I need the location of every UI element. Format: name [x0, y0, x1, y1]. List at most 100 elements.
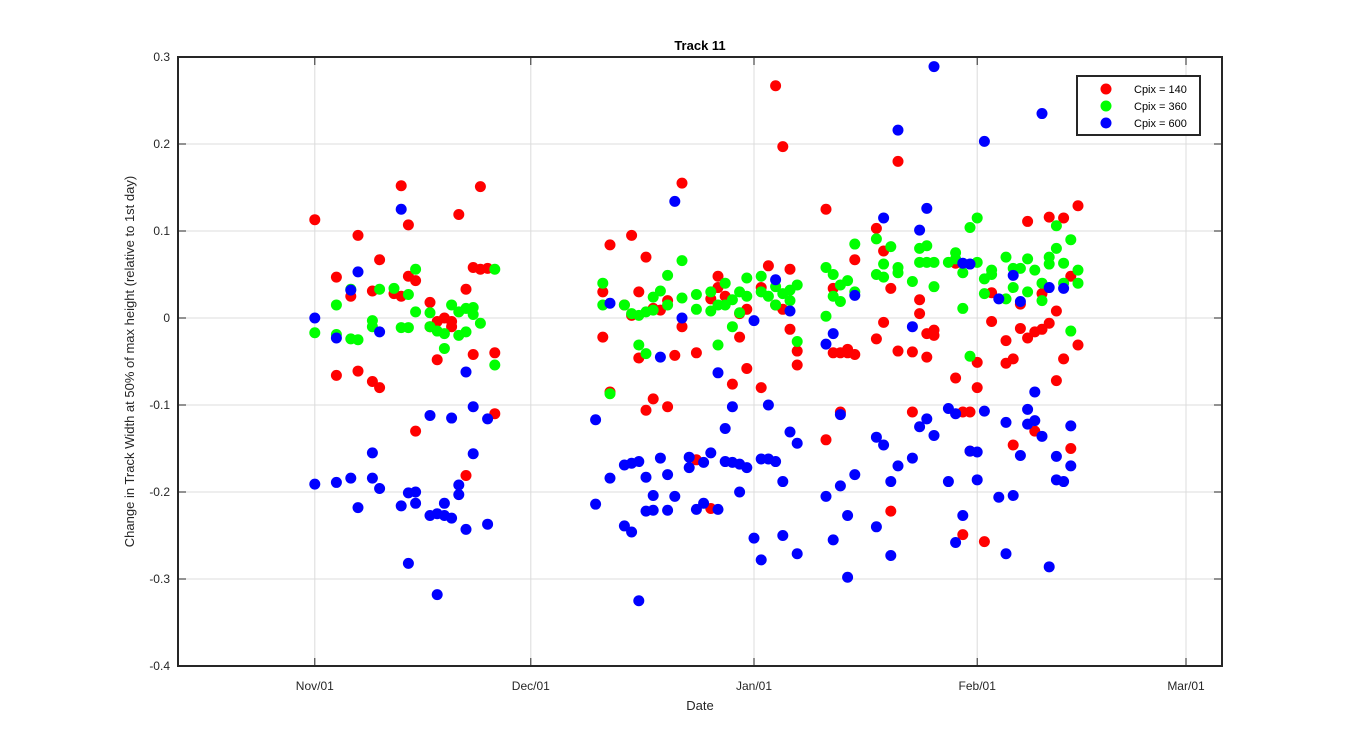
data-point: [726, 321, 738, 333]
data-point: [921, 351, 933, 363]
data-point: [676, 292, 688, 304]
data-point: [885, 282, 897, 294]
data-point: [978, 536, 990, 548]
x-tick-label: Mar/01: [1167, 679, 1205, 693]
data-point: [438, 342, 450, 354]
data-point: [1043, 282, 1055, 294]
data-point: [1007, 439, 1019, 451]
data-point: [1043, 561, 1055, 573]
data-point: [676, 177, 688, 189]
data-point: [950, 408, 962, 420]
data-point: [1022, 253, 1034, 265]
data-point: [597, 331, 609, 343]
data-point: [964, 258, 976, 270]
data-point: [777, 476, 789, 488]
data-point: [834, 409, 846, 421]
data-point: [762, 399, 774, 411]
data-point: [482, 413, 494, 425]
data-point: [330, 299, 342, 311]
data-point: [784, 323, 796, 335]
data-point: [834, 480, 846, 492]
data-point: [1043, 317, 1055, 329]
y-tick-label: -0.2: [149, 485, 170, 499]
data-point: [849, 349, 861, 361]
data-point: [971, 212, 983, 224]
data-point: [690, 289, 702, 301]
data-point: [791, 279, 803, 291]
data-point: [669, 490, 681, 502]
data-point: [957, 529, 969, 541]
data-point: [330, 369, 342, 381]
data-point: [1043, 258, 1055, 270]
data-point: [791, 335, 803, 347]
data-point: [597, 286, 609, 298]
data-point: [921, 413, 933, 425]
data-point: [352, 502, 364, 514]
data-point: [1058, 476, 1070, 488]
data-point: [431, 354, 443, 366]
data-point: [1022, 332, 1034, 344]
data-point: [971, 446, 983, 458]
data-point: [309, 214, 321, 226]
data-point: [885, 476, 897, 488]
data-point: [712, 367, 724, 379]
data-point: [633, 339, 645, 351]
data-point: [1065, 443, 1077, 454]
data-point: [1014, 262, 1026, 274]
data-point: [330, 271, 342, 283]
data-point: [906, 346, 918, 358]
data-point: [849, 289, 861, 301]
data-point: [690, 503, 702, 515]
data-point: [1050, 450, 1062, 462]
data-point: [1043, 211, 1055, 223]
data-point: [705, 286, 717, 298]
data-point: [309, 312, 321, 324]
data-point: [345, 472, 357, 484]
legend-marker: [1100, 117, 1112, 129]
legend-label: Cpix = 600: [1134, 118, 1187, 130]
data-point: [734, 331, 746, 343]
data-point: [1014, 449, 1026, 461]
data-point: [446, 512, 458, 524]
data-point: [726, 378, 738, 390]
data-point: [1065, 270, 1077, 282]
data-point: [366, 376, 378, 388]
data-point: [921, 240, 933, 252]
data-point: [791, 359, 803, 371]
data-point: [1007, 353, 1019, 365]
data-point: [820, 262, 832, 274]
data-point: [964, 406, 976, 418]
y-tick-label: 0.2: [153, 137, 170, 151]
data-point: [374, 283, 386, 295]
data-point: [971, 356, 983, 368]
data-point: [719, 277, 731, 289]
data-point: [1065, 325, 1077, 337]
data-point: [762, 290, 774, 302]
data-point: [410, 486, 422, 498]
data-point: [878, 212, 890, 224]
data-point: [460, 283, 472, 295]
data-point: [842, 275, 854, 287]
y-tick-label: -0.1: [149, 398, 170, 412]
data-point: [460, 469, 472, 481]
data-point: [460, 523, 472, 535]
data-point: [1036, 295, 1048, 307]
data-point: [964, 350, 976, 362]
data-point: [618, 520, 630, 532]
data-point: [604, 472, 616, 484]
data-point: [345, 284, 357, 296]
data-point: [402, 219, 414, 231]
series-cpix-600: [309, 61, 1077, 607]
data-point: [374, 254, 386, 266]
data-point: [914, 224, 926, 236]
data-point: [755, 382, 767, 394]
data-point: [1058, 353, 1070, 365]
data-point: [453, 479, 465, 491]
data-point: [712, 270, 724, 282]
data-point: [410, 425, 422, 437]
axes-box: [177, 56, 1223, 667]
data-point: [777, 141, 789, 153]
data-point: [597, 277, 609, 289]
data-point: [395, 203, 407, 215]
